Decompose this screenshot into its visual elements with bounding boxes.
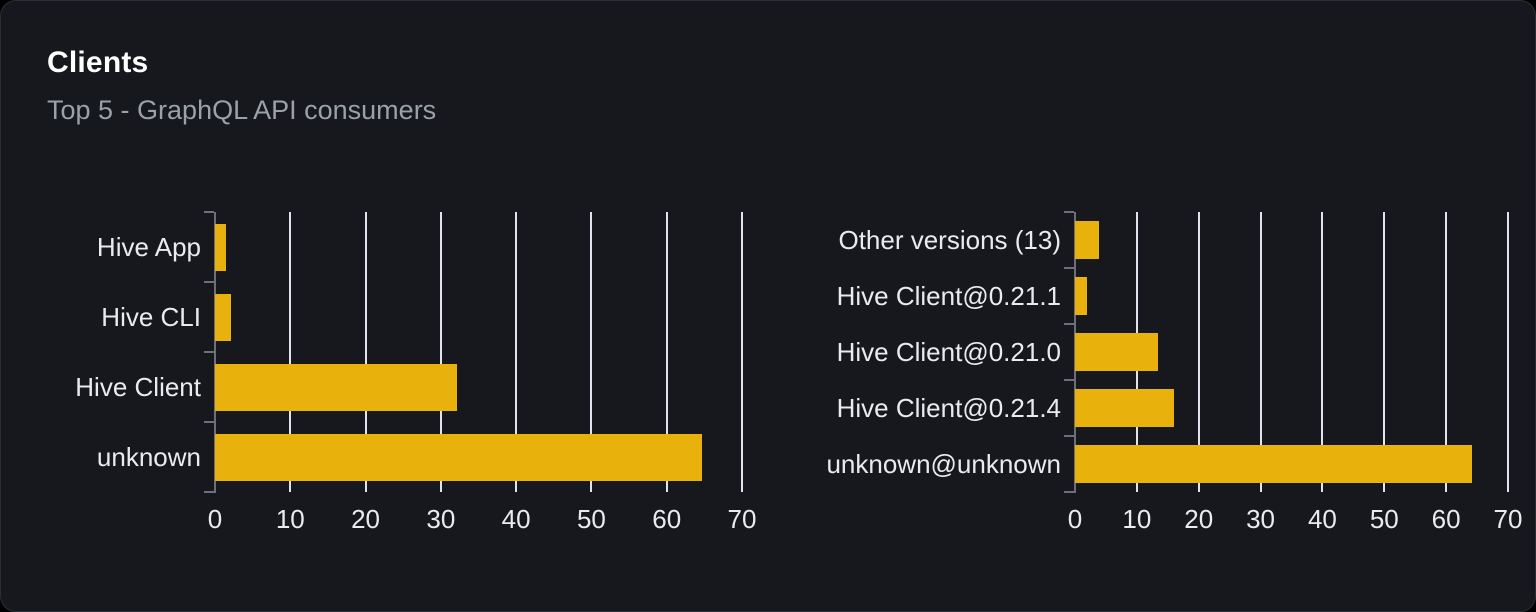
y-axis-label: Hive Client [75,372,201,402]
y-axis-tick [1064,211,1074,213]
gridline [1507,212,1509,492]
x-axis-label: 50 [576,504,606,534]
y-axis-tick [204,491,214,493]
y-axis-tick [1064,267,1074,269]
gridline [665,212,668,492]
y-axis-label: Hive Client@0.21.0 [836,337,1061,367]
y-axis-tick [204,281,214,283]
gridline [515,212,518,492]
gridline [439,212,442,492]
x-axis-label: 60 [652,504,682,534]
x-axis-label: 0 [1067,504,1083,534]
x-axis-label: 50 [1369,504,1399,534]
bar-hive-client-0-21-1[interactable] [1075,277,1087,315]
x-axis-label: 0 [207,504,223,534]
y-axis-tick [1064,379,1074,381]
x-axis-label: 30 [1246,504,1276,534]
y-axis-tick [1064,491,1074,493]
y-axis-label: Hive Client@0.21.1 [836,281,1061,311]
y-axis-tick [1064,323,1074,325]
y-axis-tick [1064,435,1074,437]
bar-unknown[interactable] [215,433,703,481]
y-axis-tick [204,211,214,213]
x-axis-label: 10 [1122,504,1152,534]
y-axis-label: Other versions (13) [838,225,1061,255]
y-axis-label: Hive CLI [101,302,201,332]
bar-unknown-unknown[interactable] [1075,445,1473,483]
gridline [364,212,367,492]
x-axis-label: 30 [426,504,456,534]
gridline [1259,212,1262,492]
y-axis-tick [204,421,214,423]
gridline [1321,212,1324,492]
x-axis-label: 60 [1431,504,1461,534]
y-axis-line [214,212,216,493]
y-axis-label: unknown [96,442,201,472]
gridline [590,212,593,492]
y-axis-label: Hive Client@0.21.4 [836,393,1061,423]
bar-hive-client[interactable] [215,363,458,411]
card-subtitle: Top 5 - GraphQL API consumers [47,95,437,125]
bar-hive-app[interactable] [215,223,226,271]
gridline [1445,212,1448,492]
x-axis-label: 70 [1493,504,1523,534]
gridline [289,212,292,492]
x-axis-label: 20 [351,504,381,534]
bar-hive-cli[interactable] [215,293,231,341]
y-axis-tick [204,351,214,353]
y-axis-label: unknown@unknown [826,449,1061,479]
x-axis-label: 40 [501,504,531,534]
card-title: Clients [47,46,149,79]
x-axis-label: 10 [275,504,305,534]
x-axis-label: 40 [1307,504,1337,534]
y-axis-label: Hive App [96,232,201,262]
x-axis-label: 70 [727,504,757,534]
bar-other-versions-13[interactable] [1075,221,1100,259]
x-axis-label: 20 [1184,504,1214,534]
gridline [1383,212,1386,492]
gridline [1197,212,1200,492]
bar-hive-client-0-21-0[interactable] [1075,333,1158,371]
bar-hive-client-0-21-4[interactable] [1075,389,1174,427]
gridline [741,212,743,492]
